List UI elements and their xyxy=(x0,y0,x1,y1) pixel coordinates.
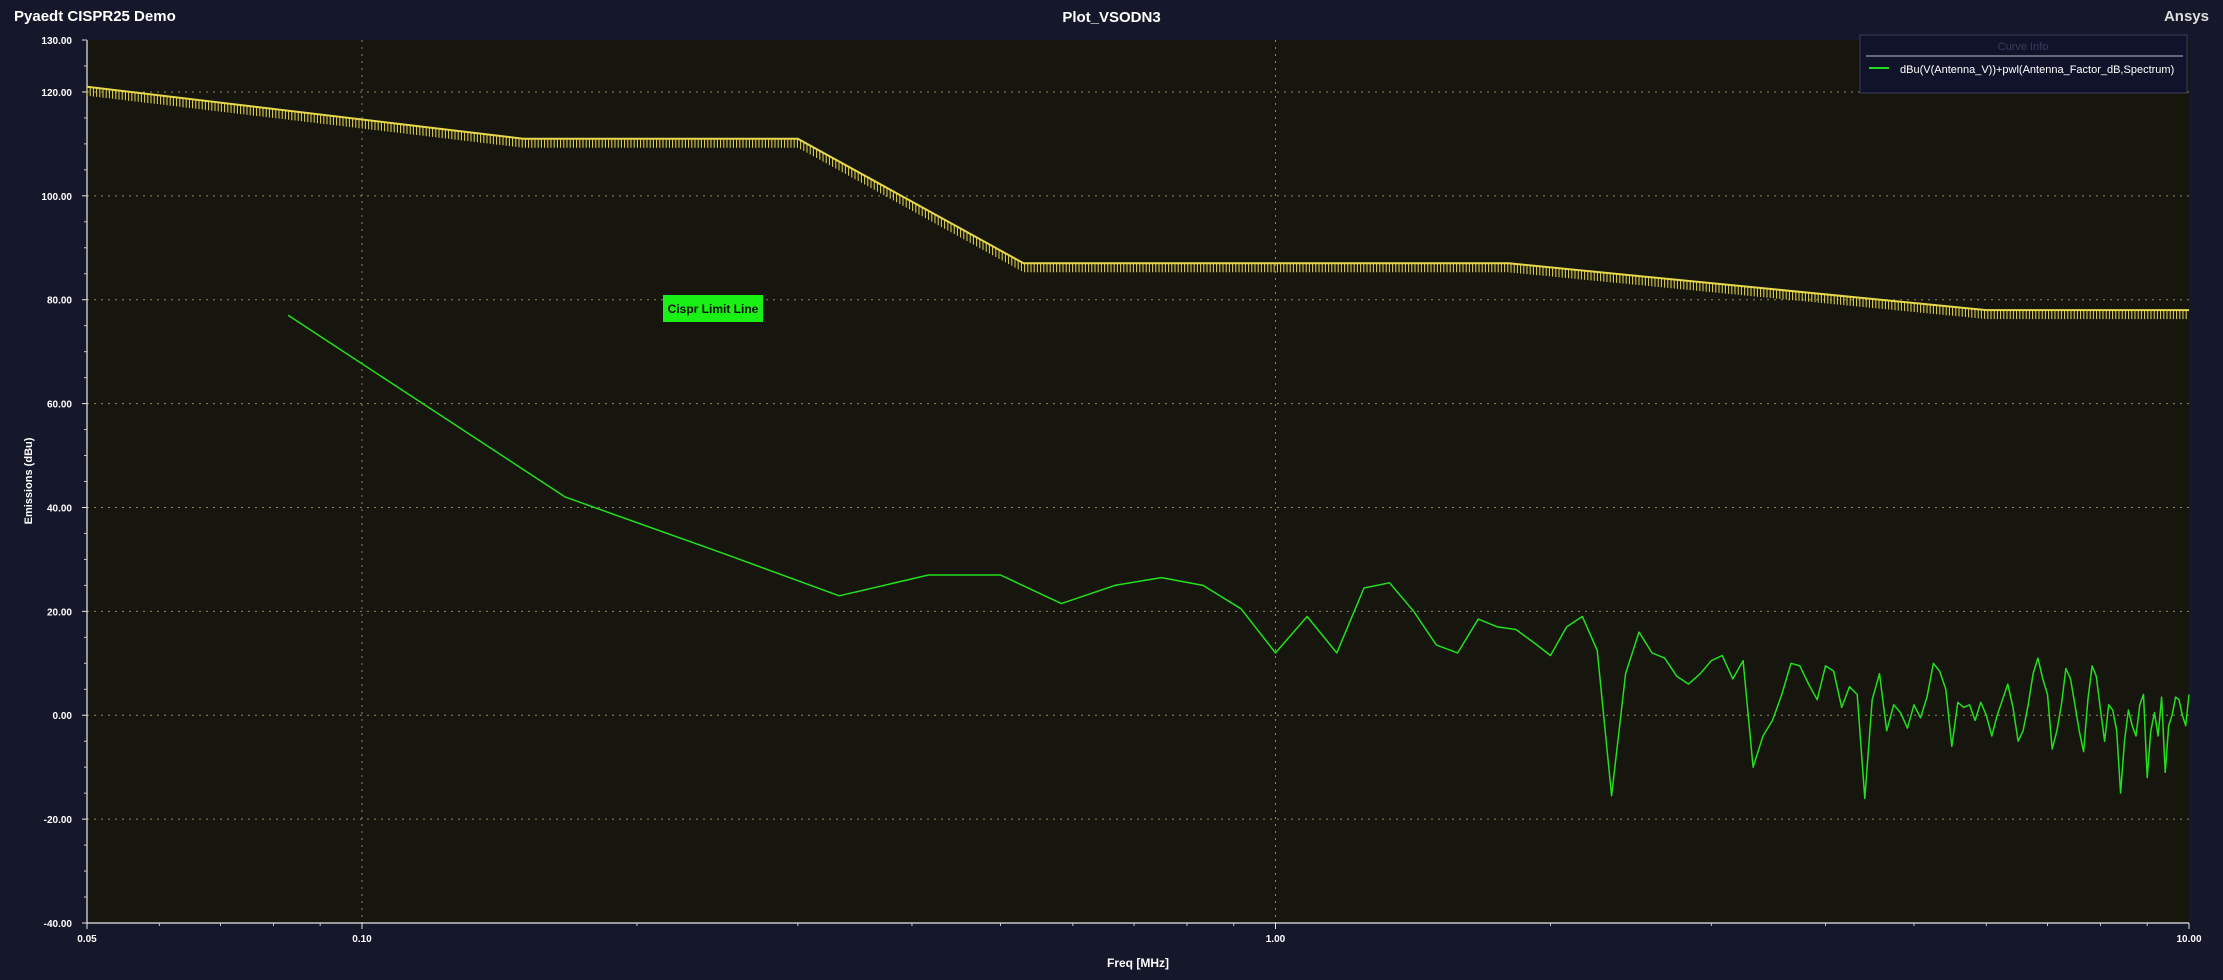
emission-series[interactable] xyxy=(287,314,2190,800)
y-tick-label: -40.00 xyxy=(44,919,73,930)
y-tick-label: 80.00 xyxy=(47,296,72,307)
brand-label: Ansys xyxy=(2163,8,2209,25)
y-tick-label: 20.00 xyxy=(47,607,72,618)
legend[interactable]: Curve Info dBu(V(Antenna_V))+pwl(Antenna… xyxy=(1859,34,2188,94)
plot-area[interactable] xyxy=(87,40,2189,923)
x-tick-label: 1.00 xyxy=(1266,934,1286,945)
y-tick-label: 40.00 xyxy=(47,503,72,514)
legend-box xyxy=(1859,34,2188,94)
y-axis-label: Emissions (dBu) xyxy=(23,437,35,524)
y-tick-label: 0.00 xyxy=(53,711,73,722)
app-title: Pyaedt CISPR25 Demo xyxy=(14,8,176,25)
grid xyxy=(87,40,2189,923)
cispr-limit-line[interactable] xyxy=(86,85,2189,320)
legend-title: Curve Info xyxy=(1998,41,2049,53)
x-tick-label: 10.00 xyxy=(2176,934,2201,945)
x-axis-ticks: 0.05 0.10 1.00 10.00 xyxy=(77,923,2202,945)
y-tick-label: -20.00 xyxy=(44,815,73,826)
y-tick-label: 100.00 xyxy=(41,192,72,203)
limit-line-hatch xyxy=(86,86,2187,320)
y-tick-label: 130.00 xyxy=(41,36,72,47)
limit-line-annotation[interactable]: Cispr Limit Line xyxy=(663,295,763,322)
legend-series-label: dBu(V(Antenna_V))+pwl(Antenna_Factor_dB,… xyxy=(1900,64,2174,76)
y-tick-label: 120.00 xyxy=(41,88,72,99)
x-axis-label: Freq [MHz] xyxy=(1107,956,1169,970)
y-tick-label: 60.00 xyxy=(47,400,72,411)
y-axis-ticks: -40.00 -20.00 0.00 20.00 40.00 60.00 80.00 100.… xyxy=(41,36,87,930)
plot-title: Plot_VSODN3 xyxy=(1062,9,1161,26)
emission-line xyxy=(287,314,2190,800)
x-tick-label: 0.05 xyxy=(77,934,97,945)
annotation-text: Cispr Limit Line xyxy=(668,302,759,316)
x-tick-label: 0.10 xyxy=(352,934,372,945)
annotation-box xyxy=(663,295,763,322)
